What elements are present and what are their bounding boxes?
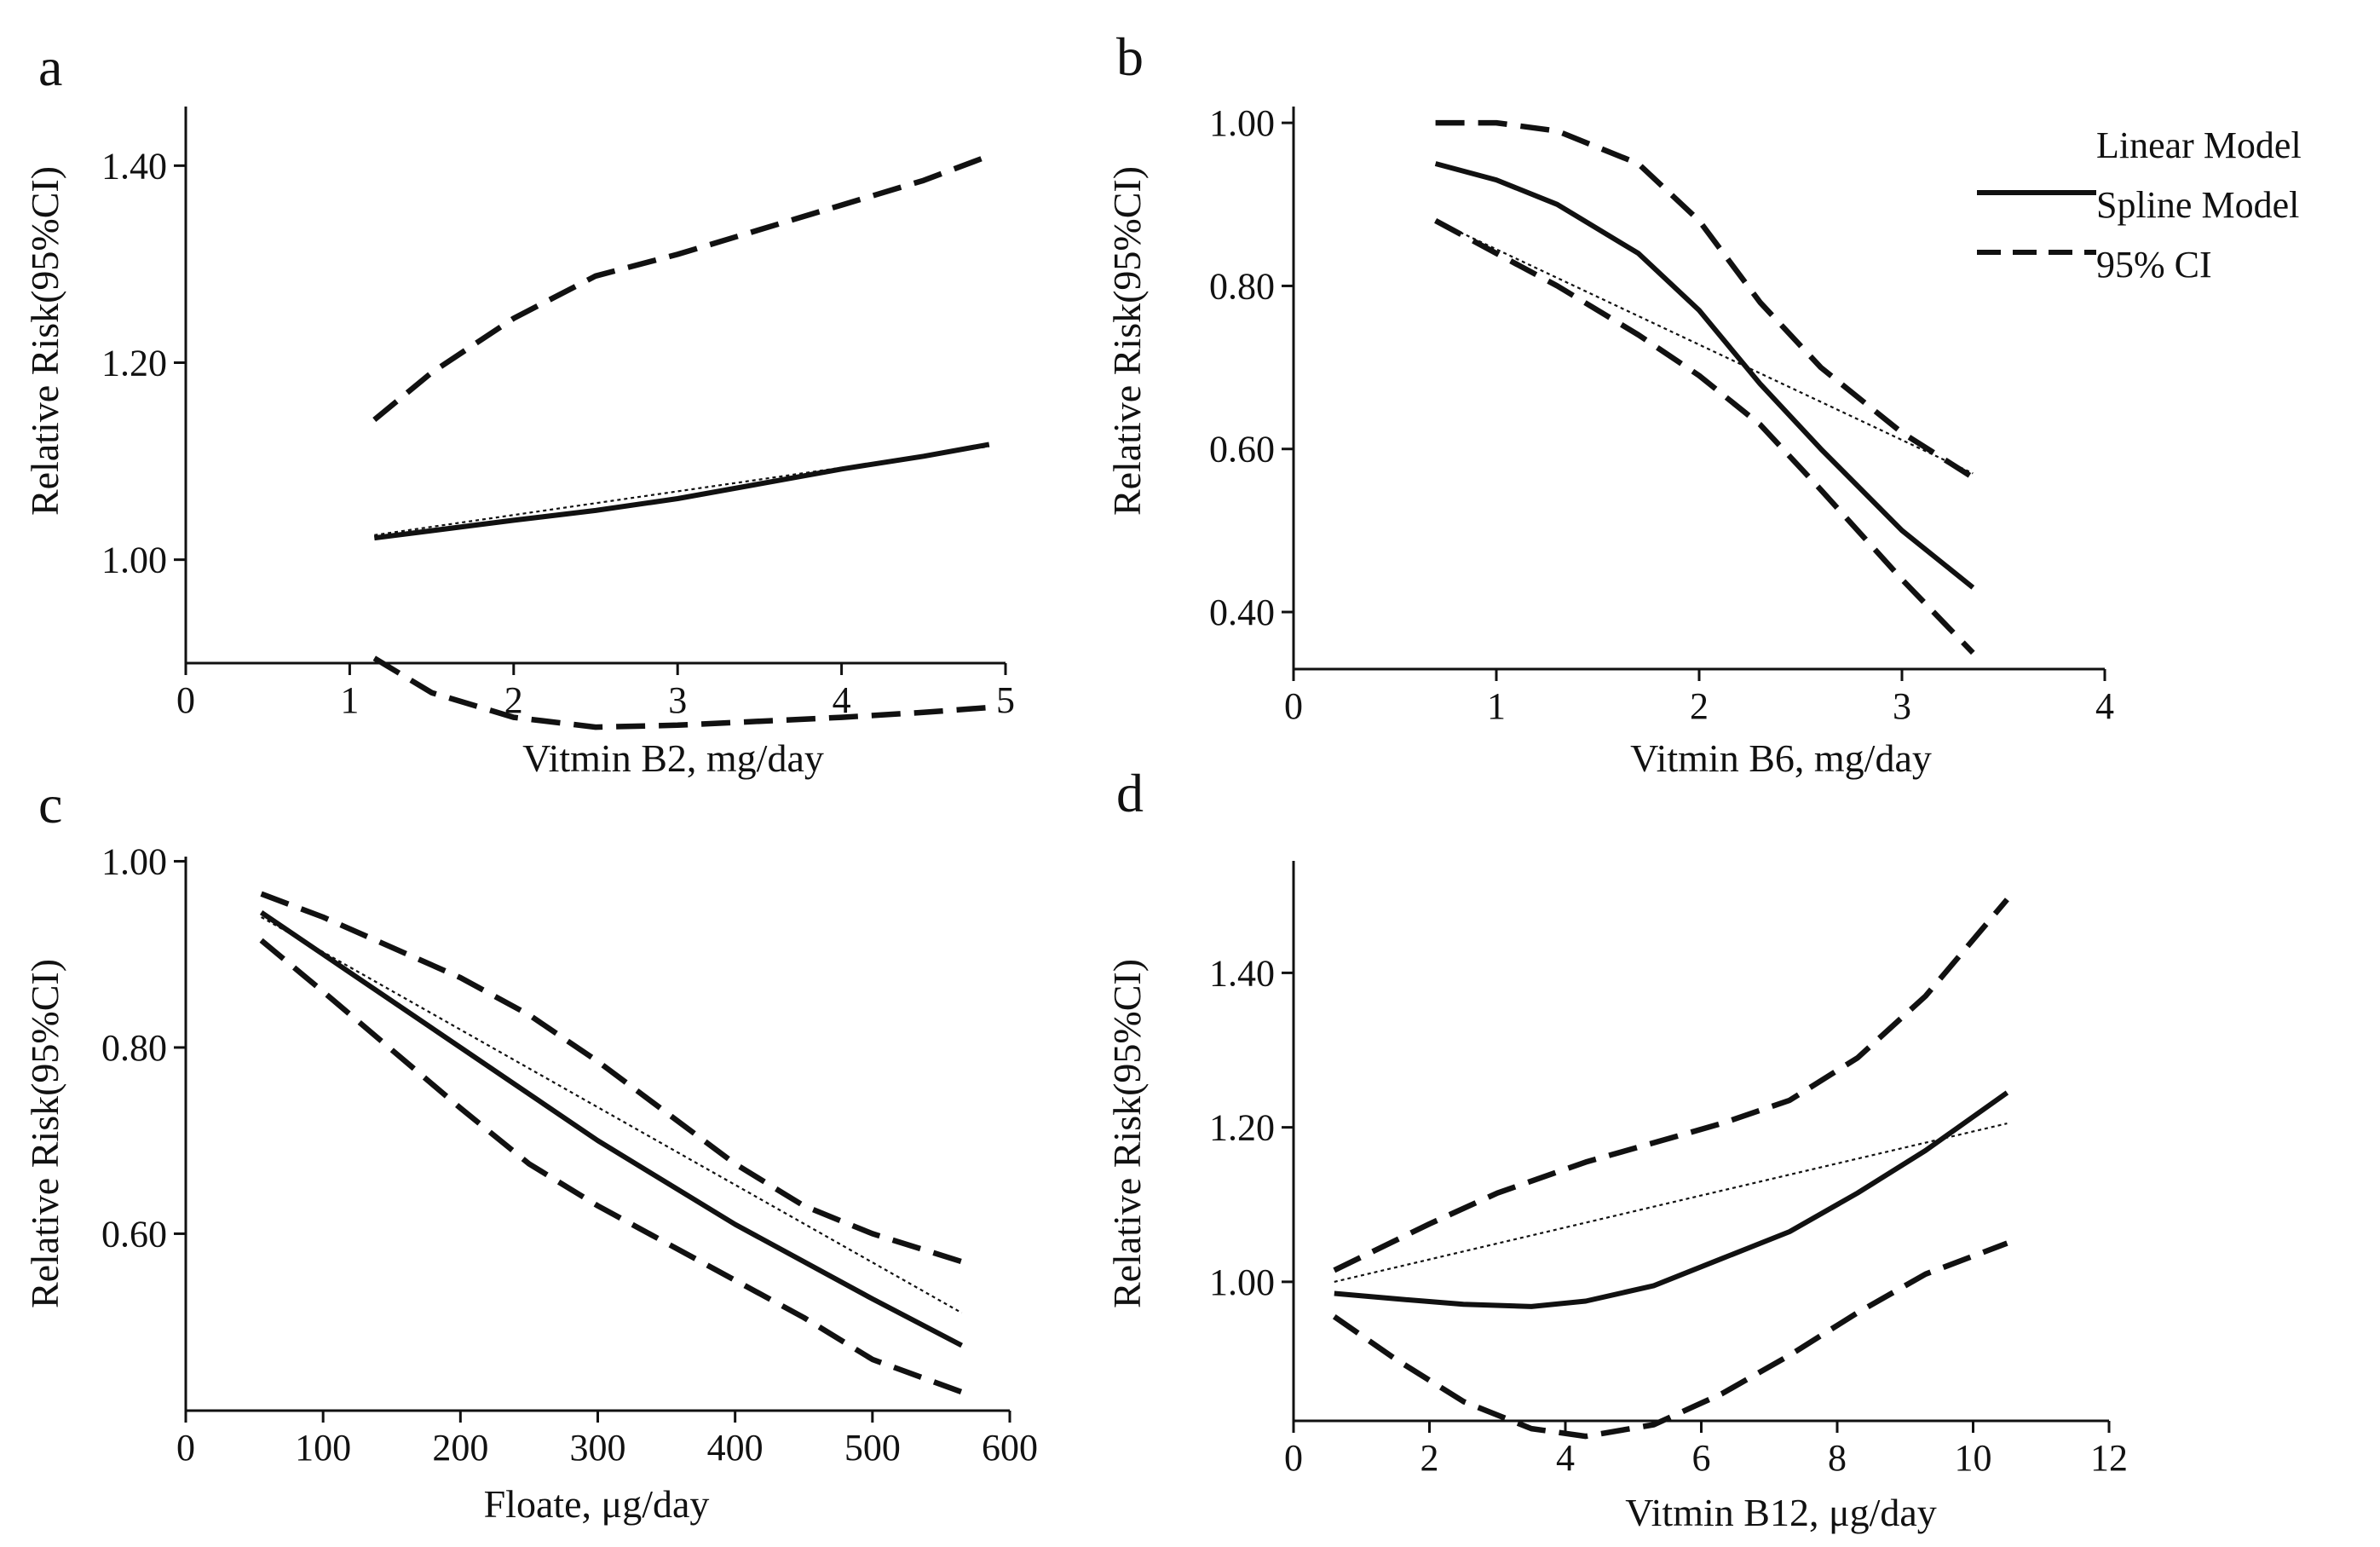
panel-d-x-axis-label: Vitmin B12, μg/day (1625, 1491, 1937, 1534)
panel-b-x-tick-label: 2 (1690, 685, 1709, 727)
panel-d-series-95-ci-lower (1332, 1240, 2008, 1440)
panel-b-y-axis-label: Relative Risk(95%CI) (1105, 166, 1149, 516)
panel-d-x-tick-label: 8 (1828, 1437, 1847, 1479)
panel-a-series-linear-model (374, 445, 989, 536)
panel-b-x-axis-label: Vitmin B6, mg/day (1630, 736, 1932, 780)
panel-d-x-tick-label: 12 (2090, 1437, 2128, 1479)
panel-b-x-tick-label: 4 (2095, 685, 2114, 727)
panel-a-x-tick-label: 0 (176, 679, 195, 721)
panel-c-letter: c (38, 774, 62, 834)
panel-d-y-tick-label: 1.20 (1209, 1107, 1275, 1149)
panel-d-x-tick-label: 0 (1284, 1437, 1303, 1479)
panel-b-x-tick-label: 1 (1487, 685, 1506, 727)
panel-a-y-tick-label: 1.40 (101, 145, 167, 187)
panel-a-x-tick-label: 1 (340, 679, 359, 721)
panel-c-x-tick-label: 500 (844, 1427, 901, 1469)
panel-c-y-tick-label: 1.00 (101, 840, 167, 882)
legend: Linear Model Spline Model 95% CI (1977, 124, 2302, 286)
panel-c-x-tick-label: 300 (570, 1427, 626, 1469)
panel-d-x-tick-label: 4 (1556, 1437, 1575, 1479)
panel-a-y-tick-label: 1.00 (101, 540, 167, 581)
legend-ci-label: 95% CI (2096, 244, 2212, 286)
panel-b-x-tick-label: 0 (1284, 685, 1303, 727)
panel-d-letter: d (1116, 763, 1144, 823)
panel-a-series-95-ci-upper (372, 153, 990, 423)
panel-d-series-95-ci-upper (1333, 898, 2009, 1273)
panel-c-series-95-ci-upper (260, 891, 963, 1265)
panel-a-x-tick-label: 3 (668, 679, 687, 721)
legend-spline-label: Spline Model (2096, 184, 2299, 226)
panel-d-x-tick-label: 2 (1421, 1437, 1439, 1479)
panel-d-x-tick-label: 10 (1955, 1437, 1992, 1479)
panel-b-y-tick-label: 1.00 (1209, 102, 1275, 144)
panel-a-y-axis-label: Relative Risk(95%CI) (23, 166, 66, 516)
panel-d-y-axis-label: Relative Risk(95%CI) (1105, 959, 1149, 1308)
panel-c-y-tick-label: 0.80 (101, 1027, 167, 1069)
panel-d-y-tick-label: 1.40 (1209, 952, 1275, 994)
panel-d-series-linear-model (1334, 1123, 2008, 1283)
panel-a-series-spline-model (373, 442, 990, 541)
panel-c-y-axis-label: Relative Risk(95%CI) (23, 959, 66, 1308)
panel-c-x-tick-label: 100 (295, 1427, 351, 1469)
panel-a-x-tick-label: 4 (833, 679, 851, 721)
panel-d-series-spline-model (1334, 1090, 2009, 1309)
panel-c-series-spline-model (259, 910, 963, 1348)
panel-b-series-linear-model (1435, 219, 1974, 475)
panel-c-x-axis-label: Floate, μg/day (484, 1482, 710, 1526)
panel-c-x-tick-label: 200 (432, 1427, 488, 1469)
panel-d-x-tick-label: 6 (1692, 1437, 1711, 1479)
panel-a-x-axis-label: Vitmin B2, mg/day (522, 736, 824, 780)
panel-c-y-tick-label: 0.60 (101, 1213, 167, 1255)
panel-c-x-tick-label: 600 (982, 1427, 1038, 1469)
panel-c-series-95-ci-lower (259, 938, 963, 1395)
panel-b-y-tick-label: 0.40 (1209, 592, 1275, 633)
panel-b-x-tick-label: 3 (1893, 685, 1911, 727)
panel-a-x-tick-label: 5 (996, 679, 1015, 721)
panel-a-series-95-ci-lower (372, 655, 990, 730)
panel-b-series-spline-model (1434, 161, 1975, 590)
legend-linear-label: Linear Model (2096, 124, 2302, 166)
panel-b-y-tick-label: 0.60 (1209, 429, 1275, 470)
panel-b-y-tick-label: 0.80 (1209, 265, 1275, 307)
panel-a-letter: a (38, 37, 62, 97)
panel-c-x-tick-label: 0 (176, 1427, 195, 1469)
panel-b-letter: b (1116, 26, 1144, 87)
panel-a-x-tick-label: 2 (504, 679, 523, 721)
panel-b-series-95-ci-lower (1434, 218, 1975, 655)
panel-d-y-tick-label: 1.00 (1209, 1261, 1275, 1303)
panel-c-series-linear-model (261, 916, 963, 1314)
panel-b-series-95-ci-upper (1435, 119, 1975, 480)
panel-a-y-tick-label: 1.20 (101, 342, 167, 384)
panel-c-x-tick-label: 400 (707, 1427, 764, 1469)
